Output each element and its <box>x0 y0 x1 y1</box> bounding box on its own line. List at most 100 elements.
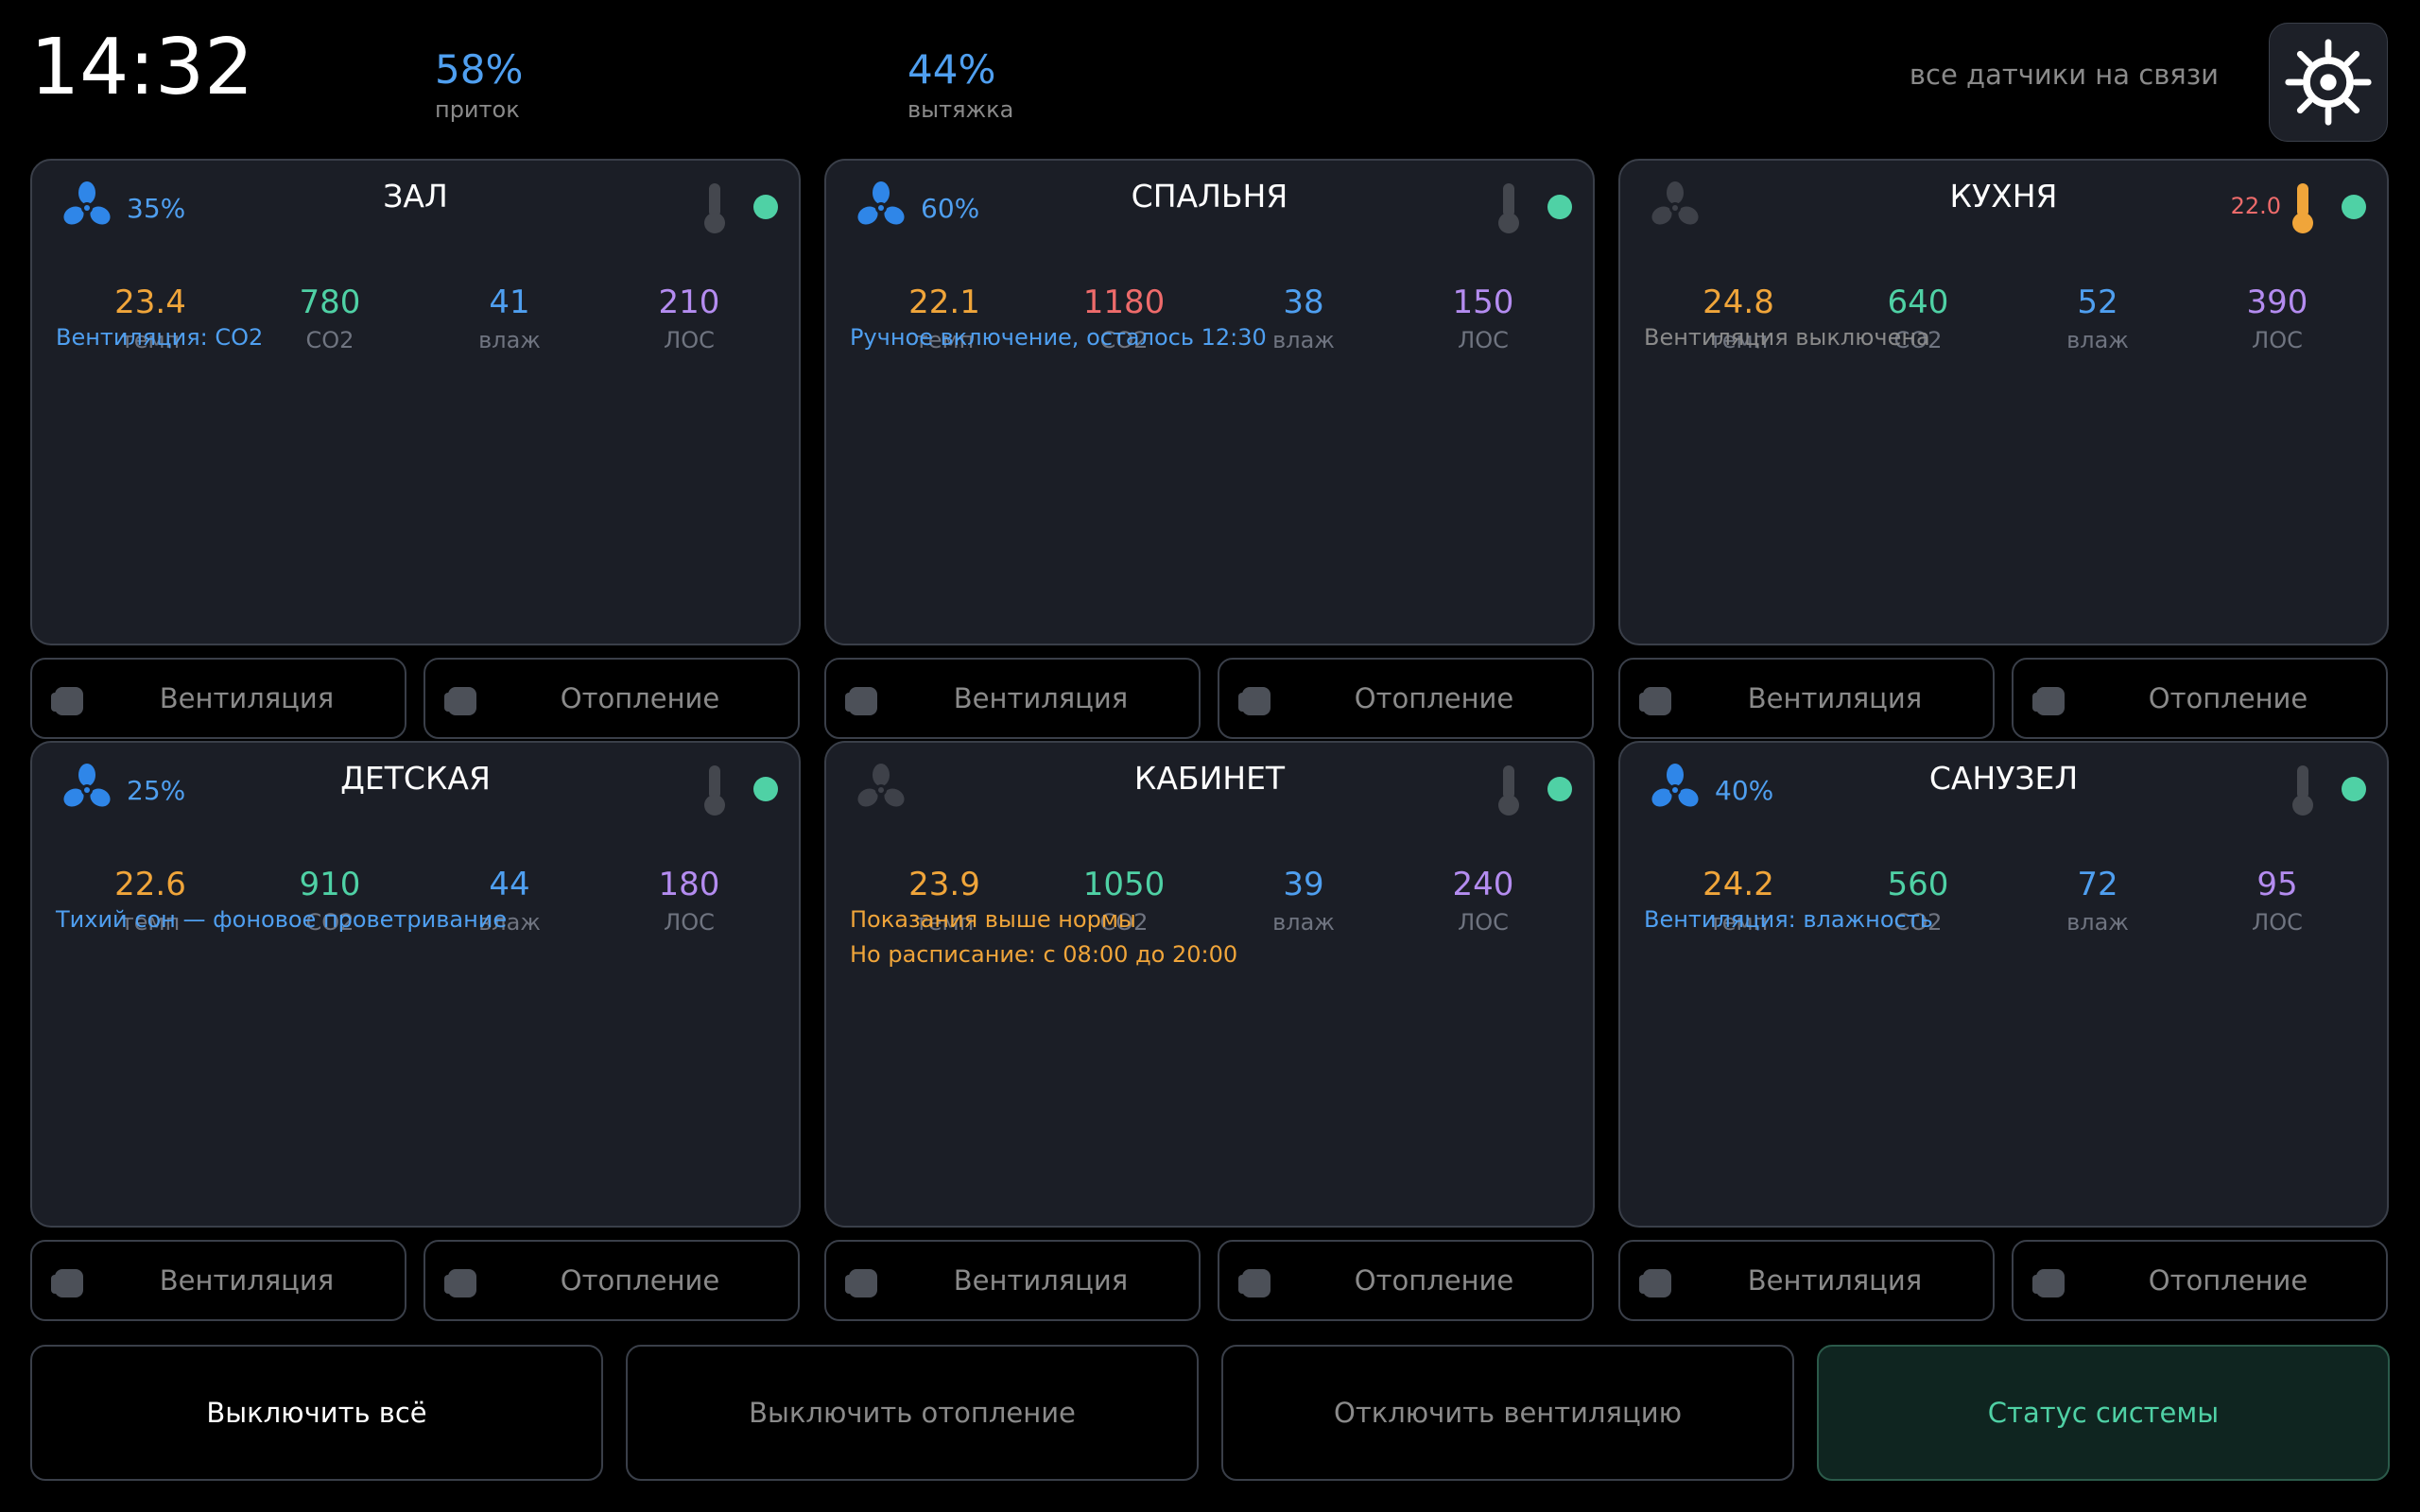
metric-co2: 1050 CO2 <box>1034 864 1214 939</box>
toggle-label: Вентиляция <box>1747 1264 1923 1297</box>
toggle-switch-icon <box>1639 1269 1671 1297</box>
fan-speed: 40% <box>1715 775 1774 806</box>
exhaust-stat: 44% вытяжка <box>908 45 1013 125</box>
heating-toggle[interactable]: Отопление <box>1218 1240 1594 1321</box>
co2-value: 780 <box>299 284 361 321</box>
ventilation-toggle[interactable]: Вентиляция <box>1618 1240 1995 1321</box>
room-card[interactable]: КАБИНЕТ 23.9 темп 1050 CO2 39 влаж 240 Л… <box>824 741 1595 1228</box>
room-card[interactable]: КУХНЯ 22.0 24.8 темп 640 CO2 52 влаж 390 … <box>1618 159 2389 645</box>
ventilation-toggle[interactable]: Вентиляция <box>1618 658 1995 739</box>
fan-speed: 25% <box>127 775 186 806</box>
fan-speed: 35% <box>127 193 186 224</box>
humidity-value: 41 <box>489 284 530 321</box>
voc-label: ЛОС <box>2252 327 2303 353</box>
metric-co2: 780 CO2 <box>240 282 420 357</box>
co2-label: CO2 <box>1099 909 1149 936</box>
status-message: Вентиляция выключена <box>1644 324 1930 351</box>
fan-speed: 60% <box>921 193 980 224</box>
room-name: КАБИНЕТ <box>1133 760 1286 797</box>
room-name: СПАЛЬНЯ <box>1131 178 1288 215</box>
thermometer-icon <box>1498 765 1519 816</box>
co2-value: 1050 <box>1082 866 1166 903</box>
humidity-label: влаж <box>2066 909 2129 936</box>
exhaust-label: вытяжка <box>908 96 1014 123</box>
heating-toggle[interactable]: Отопление <box>424 658 800 739</box>
room-card[interactable]: 40% САНУЗЕЛ 24.2 темп 560 CO2 72 влаж 95 … <box>1618 741 2389 1228</box>
toggle-label: Отопление <box>1354 1264 1514 1297</box>
co2-label: CO2 <box>1893 909 1943 936</box>
humidity-label: влаж <box>2066 327 2129 353</box>
toggle-switch-icon <box>444 687 476 715</box>
room-name: САНУЗЕЛ <box>1928 760 2079 797</box>
voc-value: 180 <box>658 866 720 903</box>
online-indicator <box>2342 777 2366 801</box>
toggle-switch-icon <box>845 1269 877 1297</box>
system-status-button[interactable]: Статус системы <box>1817 1345 2390 1481</box>
co2-value: 640 <box>1887 284 1949 321</box>
toggle-label: Вентиляция <box>1747 682 1923 714</box>
room-card[interactable]: 60% СПАЛЬНЯ 22.1 темп 1180 CO2 38 влаж 15… <box>824 159 1595 645</box>
all-off-button[interactable]: Выключить всё <box>30 1345 603 1481</box>
thermometer-icon <box>1498 183 1519 233</box>
toggle-label: Отопление <box>2148 1264 2308 1297</box>
heating-off-button[interactable]: Выключить отопление <box>626 1345 1199 1481</box>
thermometer-icon <box>2292 183 2313 233</box>
heating-toggle[interactable]: Отопление <box>1218 658 1594 739</box>
toggle-switch-icon <box>845 687 877 715</box>
humidity-value: 52 <box>2077 284 2118 321</box>
ventilation-toggle[interactable]: Вентиляция <box>30 1240 406 1321</box>
supply-value: 58% <box>435 46 524 93</box>
humidity-value: 38 <box>1283 284 1324 321</box>
metric-co2: 910 CO2 <box>240 864 420 939</box>
status-message: Но расписание: с 08:00 до 20:00 <box>850 941 1238 968</box>
metrics-row: 23.9 темп 1050 CO2 39 влаж 240 ЛОС <box>855 864 1573 939</box>
fan-icon <box>63 181 111 225</box>
heating-toggle[interactable]: Отопление <box>424 1240 800 1321</box>
voc-value: 390 <box>2246 284 2308 321</box>
temp-label: темп <box>120 909 181 936</box>
ventilation-toggle[interactable]: Вентиляция <box>824 1240 1201 1321</box>
vent-off-button[interactable]: Отключить вентиляцию <box>1221 1345 1794 1481</box>
toggle-label: Вентиляция <box>159 1264 335 1297</box>
metric-voc: 95 ЛОС <box>2187 864 2367 939</box>
voc-label: ЛОС <box>2252 909 2303 936</box>
status-message: Тихий сон — фоновое проветривание <box>56 906 508 933</box>
toggle-label: Отопление <box>560 1264 720 1297</box>
online-indicator <box>1547 777 1572 801</box>
voc-label: ЛОС <box>1458 327 1509 353</box>
metric-humidity: 41 влаж <box>420 282 599 357</box>
status-message: Вентиляция: CO2 <box>56 324 264 351</box>
room-card[interactable]: 35% ЗАЛ 23.4 темп 780 CO2 41 влаж 210 ЛОС… <box>30 159 801 645</box>
voc-value: 240 <box>1452 866 1514 903</box>
ventilation-toggle[interactable]: Вентиляция <box>30 658 406 739</box>
metric-humidity: 44 влаж <box>420 864 599 939</box>
co2-label: CO2 <box>1893 327 1943 353</box>
metric-temp: 23.4 темп <box>60 282 240 357</box>
fan-icon <box>1651 181 1699 225</box>
supply-label: приток <box>435 96 520 123</box>
temp-value: 24.8 <box>1703 284 1774 321</box>
fan-icon <box>63 764 111 807</box>
metric-voc: 180 ЛОС <box>599 864 779 939</box>
online-indicator <box>1547 195 1572 219</box>
temp-value: 22.6 <box>114 866 186 903</box>
toggle-label: Отопление <box>2148 682 2308 714</box>
toggle-switch-icon <box>444 1269 476 1297</box>
co2-value: 1180 <box>1082 284 1166 321</box>
room-name: ЗАЛ <box>383 178 448 215</box>
metric-voc: 210 ЛОС <box>599 282 779 357</box>
heating-toggle[interactable]: Отопление <box>2012 658 2388 739</box>
ventilation-toggle[interactable]: Вентиляция <box>824 658 1201 739</box>
status-message: Ручное включение, осталось 12:30 <box>850 324 1267 351</box>
metric-temp: 22.1 темп <box>855 282 1034 357</box>
settings-button[interactable] <box>2269 23 2388 142</box>
heating-toggle[interactable]: Отопление <box>2012 1240 2388 1321</box>
metric-temp: 22.6 темп <box>60 864 240 939</box>
voc-value: 150 <box>1452 284 1514 321</box>
toggle-switch-icon <box>2032 687 2065 715</box>
room-name: КУХНЯ <box>1949 178 2058 215</box>
room-card[interactable]: 25% ДЕТСКАЯ 22.6 темп 910 CO2 44 влаж 180… <box>30 741 801 1228</box>
status-message: Показания выше нормы <box>850 906 1136 933</box>
co2-label: CO2 <box>305 327 354 353</box>
exhaust-value: 44% <box>908 46 996 93</box>
